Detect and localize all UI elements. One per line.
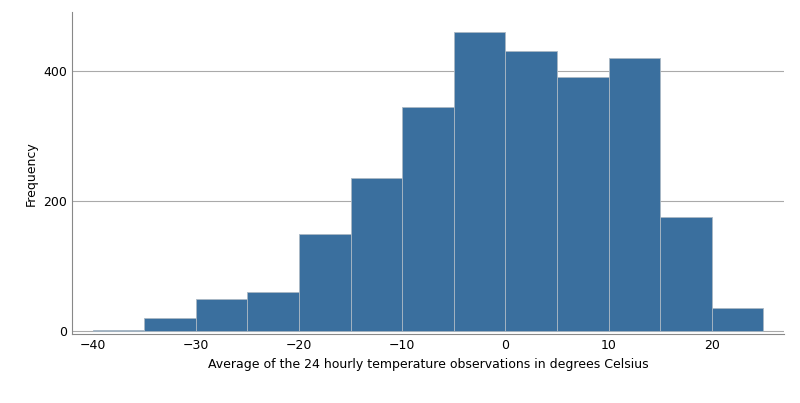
Bar	[247, 292, 299, 331]
Bar	[350, 178, 402, 331]
Y-axis label: Frequency: Frequency	[25, 141, 38, 206]
X-axis label: Average of the 24 hourly temperature observations in degrees Celsius: Average of the 24 hourly temperature obs…	[208, 358, 648, 371]
Bar	[506, 51, 557, 331]
Bar	[609, 58, 660, 331]
Bar	[93, 330, 144, 331]
Bar	[712, 308, 763, 331]
Bar	[144, 318, 196, 331]
Bar	[660, 217, 712, 331]
Bar	[454, 31, 506, 331]
Bar	[557, 77, 609, 331]
Bar	[402, 106, 454, 331]
Bar	[299, 233, 350, 331]
Bar	[196, 299, 247, 331]
